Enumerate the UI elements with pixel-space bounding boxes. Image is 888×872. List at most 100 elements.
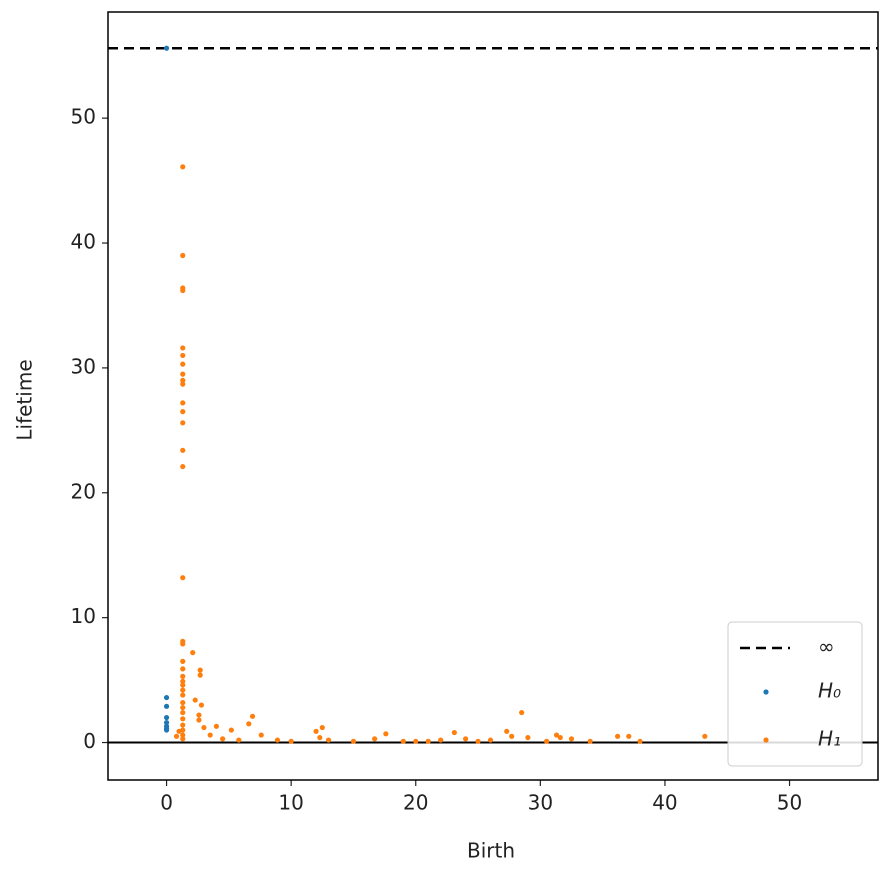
point — [504, 728, 510, 734]
x-tick-label: 0 — [160, 791, 173, 815]
point — [201, 724, 207, 731]
point — [451, 729, 457, 736]
point — [425, 738, 431, 744]
point — [180, 371, 186, 377]
point — [220, 736, 226, 742]
point — [313, 728, 319, 734]
point — [228, 727, 234, 733]
point — [163, 45, 170, 51]
point — [190, 650, 196, 656]
y-tick-label: 50 — [71, 105, 96, 129]
point — [319, 724, 325, 731]
point — [180, 687, 186, 693]
legend-marker — [763, 737, 769, 743]
point — [587, 738, 593, 744]
point — [246, 721, 252, 727]
point — [180, 682, 186, 688]
point — [198, 702, 205, 708]
point — [180, 736, 186, 742]
point — [180, 722, 186, 728]
point — [196, 717, 202, 723]
point — [400, 738, 406, 744]
point — [438, 737, 444, 743]
point — [180, 164, 186, 170]
point — [258, 732, 264, 738]
point — [163, 714, 170, 721]
legend-label: H₀ — [818, 679, 841, 703]
x-tick-label: 10 — [278, 791, 303, 815]
legend-label: ∞ — [818, 635, 835, 659]
point — [207, 732, 213, 738]
point — [614, 733, 621, 739]
y-axis-label: Lifetime — [13, 359, 37, 440]
y-tick-label: 30 — [71, 354, 96, 378]
point — [180, 658, 186, 664]
point — [525, 734, 531, 741]
legend-label: H₁ — [818, 727, 841, 751]
point — [317, 734, 323, 741]
point — [163, 694, 170, 701]
point — [626, 733, 632, 739]
point — [383, 731, 389, 737]
point — [568, 736, 575, 742]
legend-box — [727, 621, 863, 767]
point — [180, 345, 186, 351]
point — [213, 723, 219, 729]
point — [180, 287, 186, 294]
x-tick-label: 40 — [652, 791, 677, 815]
point — [180, 409, 186, 415]
point — [180, 678, 186, 684]
point — [180, 666, 186, 672]
point — [553, 732, 560, 738]
point — [702, 733, 708, 739]
legend-marker — [763, 689, 769, 695]
point — [180, 673, 186, 679]
point — [180, 381, 186, 387]
point — [180, 420, 186, 426]
point — [274, 737, 281, 743]
point — [288, 738, 294, 744]
point — [350, 738, 357, 744]
x-tick-label: 50 — [777, 791, 802, 815]
point — [180, 447, 186, 453]
point — [197, 672, 203, 678]
point — [180, 716, 186, 722]
point — [462, 736, 469, 742]
point — [180, 463, 186, 470]
point — [557, 734, 563, 741]
point — [372, 736, 378, 742]
point — [180, 699, 186, 706]
point — [180, 352, 186, 359]
point — [509, 733, 515, 739]
point — [543, 738, 550, 744]
point — [519, 709, 525, 716]
point — [180, 361, 186, 367]
point — [413, 738, 419, 744]
point — [180, 704, 186, 711]
point — [180, 575, 186, 581]
point — [180, 732, 186, 738]
point — [180, 641, 186, 647]
point — [180, 377, 186, 383]
point — [163, 703, 170, 709]
point — [163, 719, 170, 726]
point — [249, 713, 256, 719]
plot-frame — [107, 11, 879, 781]
y-tick-label: 0 — [83, 729, 96, 753]
point — [180, 400, 186, 406]
y-tick-label: 20 — [71, 479, 96, 503]
y-tick-label: 10 — [71, 604, 96, 628]
point — [192, 697, 198, 703]
y-tick-label: 40 — [71, 230, 96, 254]
point — [176, 728, 182, 734]
point — [197, 667, 203, 673]
point — [180, 709, 186, 716]
point — [475, 738, 481, 744]
point — [180, 252, 186, 259]
point — [236, 737, 242, 743]
point — [637, 738, 643, 744]
point — [163, 727, 170, 733]
x-axis-label: Birth — [467, 839, 515, 863]
point — [325, 737, 332, 743]
